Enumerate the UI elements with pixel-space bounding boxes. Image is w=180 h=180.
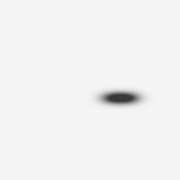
Text: kDa: kDa	[79, 7, 101, 17]
Text: 40: 40	[67, 92, 79, 102]
Text: 60: 60	[67, 50, 79, 60]
Text: 75: 75	[67, 35, 79, 46]
Text: 90: 90	[67, 21, 79, 31]
Text: 25: 25	[67, 143, 79, 154]
